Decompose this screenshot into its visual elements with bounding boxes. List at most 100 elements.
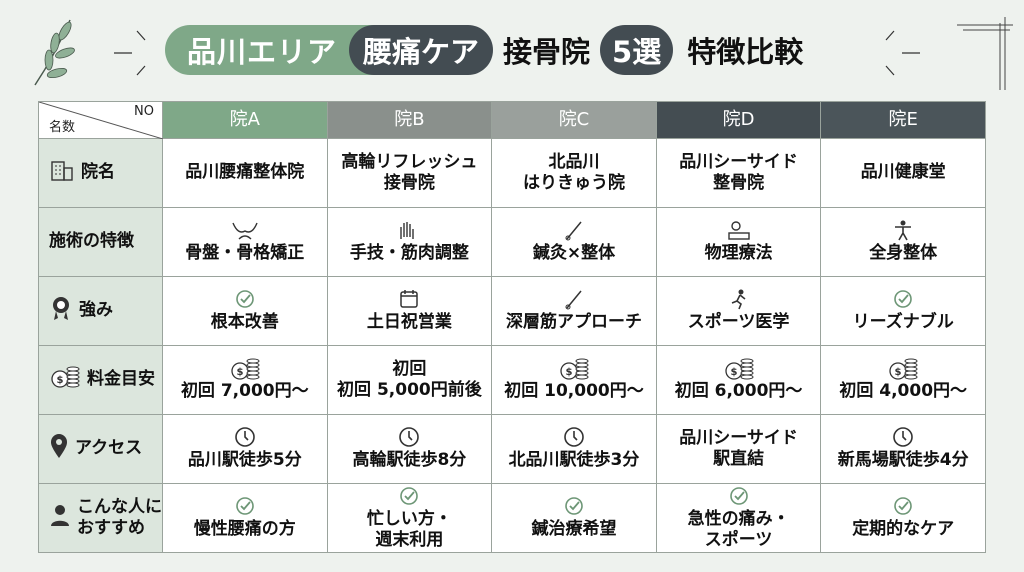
clock-icon bbox=[821, 426, 985, 448]
row-label-text: 強み bbox=[79, 300, 113, 321]
table-row: アクセス 品川駅徒歩5分 高輪駅徒歩8分 北品川駅徒歩3分 品川シーサイド 駅直結 新馬場… bbox=[38, 414, 986, 484]
table-cell: $ 初回 7,000円〜 bbox=[162, 345, 328, 415]
corner-count: 名数 bbox=[49, 119, 76, 135]
check-icon bbox=[657, 485, 821, 507]
table-cell: 鍼治療希望 bbox=[491, 483, 657, 553]
cell-text: 北品川 はりきゅう院 bbox=[522, 151, 625, 193]
table-row: $ 料金目安 $ 初回 7,000円〜 初回 初回 5,000円前後 $ 初回 10,000… bbox=[38, 345, 986, 415]
cell-text: 初回 4,000円〜 bbox=[839, 381, 968, 402]
cell-text: 慢性腰痛の方 bbox=[193, 519, 296, 540]
hands-icon bbox=[328, 219, 492, 241]
cell-text: 急性の痛み・ スポーツ bbox=[687, 508, 790, 550]
leaf-branch-icon bbox=[34, 19, 75, 86]
pin-icon bbox=[49, 433, 69, 464]
coins-icon: $ bbox=[821, 357, 985, 381]
table-row: 施術の特徴 骨盤・骨格矯正 手技・筋肉調整 鍼灸×整体 物理療法 全身整体 bbox=[38, 207, 986, 277]
clock-icon bbox=[492, 426, 656, 448]
row-label-text: アクセス bbox=[75, 438, 143, 459]
svg-text:$: $ bbox=[236, 367, 243, 378]
check-icon bbox=[821, 288, 985, 310]
cell-text: 品川駅徒歩5分 bbox=[187, 450, 302, 471]
title-topic: 腰痛ケア bbox=[349, 25, 494, 75]
row-label-text: 院名 bbox=[81, 162, 115, 183]
table-cell: 物理療法 bbox=[655, 207, 822, 277]
table-cell: 全身整体 bbox=[820, 207, 986, 277]
svg-text:$: $ bbox=[895, 367, 902, 378]
cell-text: 初回 7,000円〜 bbox=[180, 381, 309, 402]
needle-icon bbox=[492, 288, 656, 310]
check-icon bbox=[492, 495, 656, 517]
table-cell: 品川駅徒歩5分 bbox=[162, 414, 328, 484]
coins-icon: $ bbox=[163, 357, 327, 381]
cell-text: 高輪リフレッシュ 接骨院 bbox=[341, 151, 478, 193]
sparkle-right-icon bbox=[885, 30, 920, 76]
row-label-text: 施術の特徴 bbox=[49, 231, 134, 252]
cell-text: リーズナブル bbox=[852, 312, 954, 333]
cell-text: 初回 6,000円〜 bbox=[674, 381, 803, 402]
table-row: 院名 品川腰痛整体院 高輪リフレッシュ 接骨院 北品川 はりきゅう院 品川シーサイド 整… bbox=[38, 138, 986, 208]
clock-icon bbox=[328, 426, 492, 448]
table-row: 強み 根本改善 土日祝営業 深層筋アプローチ スポーツ医学 リーズナブル bbox=[38, 276, 986, 346]
row-label-text: こんな人に おすすめ bbox=[77, 496, 162, 538]
check-icon bbox=[821, 495, 985, 517]
needle-icon bbox=[492, 219, 656, 241]
clock-icon bbox=[163, 426, 327, 448]
cell-text: 品川シーサイド 駅直結 bbox=[679, 427, 798, 469]
table-cell: 急性の痛み・ スポーツ bbox=[655, 483, 822, 553]
therapy-icon bbox=[657, 219, 821, 241]
table-row: こんな人に おすすめ慢性腰痛の方 忙しい方・ 週末利用 鍼治療希望 急性の痛み・ スポ… bbox=[38, 483, 986, 553]
table-cell: 北品川駅徒歩3分 bbox=[491, 414, 657, 484]
table-cell: 初回 初回 5,000円前後 bbox=[326, 345, 493, 415]
table-cell: 土日祝営業 bbox=[326, 276, 493, 346]
table-cell: 骨盤・骨格矯正 bbox=[162, 207, 328, 277]
cell-text: 深層筋アプローチ bbox=[505, 312, 642, 333]
table-cell: $ 初回 6,000円〜 bbox=[655, 345, 822, 415]
row-label-text: 料金目安 bbox=[87, 369, 155, 390]
row-label: 施術の特徴 bbox=[38, 207, 163, 277]
table-cell: 手技・筋肉調整 bbox=[326, 207, 493, 277]
column-header-1: 院B bbox=[326, 101, 493, 139]
column-header-4: 院E bbox=[820, 101, 986, 139]
cell-text: 手技・筋肉調整 bbox=[349, 243, 469, 264]
table-cell: スポーツ医学 bbox=[655, 276, 822, 346]
table-cell: 品川シーサイド 整骨院 bbox=[655, 138, 822, 208]
table-cell: $ 初回 4,000円〜 bbox=[820, 345, 986, 415]
row-label: アクセス bbox=[38, 414, 163, 484]
table-cell: リーズナブル bbox=[820, 276, 986, 346]
svg-text:$: $ bbox=[730, 367, 737, 378]
cell-text: 品川腰痛整体院 bbox=[185, 162, 305, 183]
cell-text: 忙しい方・ 週末利用 bbox=[366, 508, 452, 550]
cell-text: スポーツ医学 bbox=[687, 312, 790, 333]
cell-text: 鍼灸×整体 bbox=[532, 243, 616, 264]
table-cell: 根本改善 bbox=[162, 276, 328, 346]
cell-text: 定期的なケア bbox=[852, 519, 955, 540]
svg-text:$: $ bbox=[57, 375, 64, 386]
coins-icon: $ bbox=[657, 357, 821, 381]
check-icon bbox=[163, 495, 327, 517]
column-header-3: 院D bbox=[655, 101, 822, 139]
table-cell: 忙しい方・ 週末利用 bbox=[326, 483, 493, 553]
svg-text:$: $ bbox=[566, 367, 573, 378]
award-icon bbox=[49, 296, 73, 326]
row-label: こんな人に おすすめ bbox=[38, 483, 163, 553]
corner-no: NO bbox=[134, 104, 154, 119]
cell-text: 全身整体 bbox=[869, 243, 938, 264]
table-cell: 品川シーサイド 駅直結 bbox=[655, 414, 822, 484]
cell-text: 鍼治療希望 bbox=[531, 519, 617, 540]
title-compare: 特徴比較 bbox=[687, 35, 804, 69]
body-icon bbox=[821, 219, 985, 241]
cell-text: 物理療法 bbox=[704, 243, 773, 264]
row-label: 院名 bbox=[38, 138, 163, 208]
comparison-table: NO 名数 院A 院B 院C 院D 院E 院名 品川腰痛整体院 高輪リフレッシュ 接骨院 北品… bbox=[38, 101, 986, 553]
title-count: 5選 bbox=[600, 25, 674, 75]
column-header-0: 院A bbox=[162, 101, 328, 139]
title-clinic: 接骨院 bbox=[503, 35, 591, 69]
sparkle-left-icon bbox=[114, 30, 146, 76]
table-cell: 鍼灸×整体 bbox=[491, 207, 657, 277]
coins-icon: $ bbox=[49, 366, 81, 394]
sport-icon bbox=[657, 288, 821, 310]
building-icon bbox=[49, 161, 75, 187]
table-cell: 慢性腰痛の方 bbox=[162, 483, 328, 553]
calendar-icon bbox=[328, 288, 492, 310]
cell-text: 高輪駅徒歩8分 bbox=[352, 450, 467, 471]
